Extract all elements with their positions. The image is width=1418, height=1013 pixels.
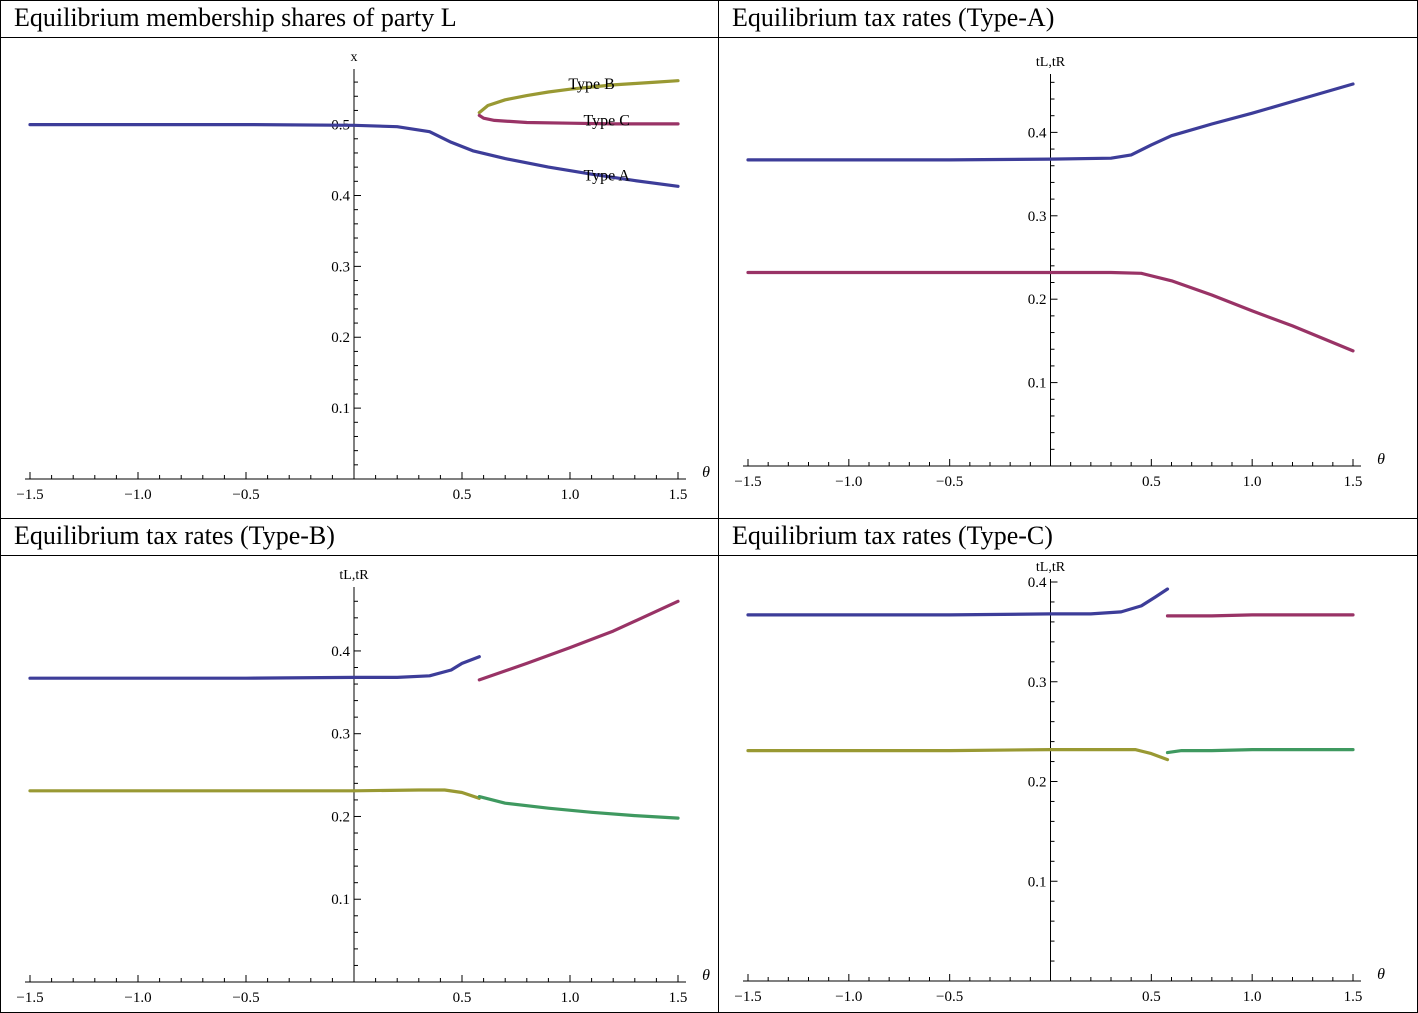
y-axis-label: tL,tR: [339, 568, 369, 583]
panel-tax-type-a: Equilibrium tax rates (Type-A) −1.5 −1.0−…: [718, 0, 1418, 518]
divider-vertical: [718, 0, 719, 1013]
x-tick-label: −1.0: [124, 487, 151, 503]
x-tick-label: −0.5: [936, 989, 963, 1005]
x-tick-label: 1.5: [669, 990, 688, 1006]
plot-area: −1.5 −1.0 −0.5 0.5 1.0 1.5 0.1 0.2 0.3 0.4 tL,tR θ: [718, 39, 1418, 518]
x-axis-label: θ: [702, 967, 710, 984]
x-tick-label: 1.0: [561, 990, 580, 1006]
chart-tax-type-a: −1.5 −1.0 −0.5 0.5 1.0 1.5 0.1 0.2 0.3 0.4 tL,tR θ: [734, 55, 1385, 490]
plot-area: −1.5 −1.0 −0.5 0.5 1.0 1.5 0.1 0.2 0.3 0.4 0.5 x θ Ty…: [0, 39, 718, 518]
series-line-blue: [746, 587, 1170, 617]
y-axis-label: tL,tR: [1036, 560, 1066, 575]
y-tick-label: 0.2: [331, 809, 350, 825]
x-tick-label: 0.5: [453, 487, 472, 503]
x-tick-label: −1.5: [734, 989, 761, 1005]
x-tick-label: −1.5: [16, 990, 43, 1006]
series-annotation: Type B: [568, 76, 614, 93]
series-annotation: Type A: [584, 168, 631, 185]
y-axis-label: x: [351, 50, 358, 65]
x-tick-label: −1.5: [16, 487, 43, 503]
y-tick-label: 0.4: [1028, 575, 1047, 591]
y-tick-label: 0.1: [1028, 874, 1047, 890]
series-line-blue: [28, 122, 680, 188]
y-axis-label: tL,tR: [1036, 55, 1066, 70]
y-tick-label: 0.4: [331, 644, 350, 660]
y-tick-label: 0.1: [1028, 376, 1047, 392]
divider-outer-top: [0, 0, 1418, 1]
plot-area: −1.5 −1.0 −0.5 0.5 1.0 1.5 0.1 0.2 0.3 0.4 tL,tR θ: [718, 557, 1418, 1013]
y-tick-label: 0.3: [331, 727, 350, 743]
series-line-olive: [28, 788, 481, 800]
panel-title: Equilibrium membership shares of party L: [0, 0, 718, 38]
panel-tax-type-b: Equilibrium tax rates (Type-B) −1.5 −1.0−…: [0, 518, 718, 1013]
x-tick-label: −0.5: [936, 474, 963, 490]
x-tick-label: −0.5: [232, 487, 259, 503]
panel-title: Equilibrium tax rates (Type-A): [718, 0, 1418, 38]
divider-horizontal: [0, 518, 1418, 519]
x-tick-label: 1.5: [1344, 989, 1363, 1005]
series-annotation: Type C: [584, 112, 630, 129]
x-tick-label: 0.5: [1142, 989, 1161, 1005]
panel-tax-type-c: Equilibrium tax rates (Type-C) −1.5 −1.0−…: [718, 518, 1418, 1013]
y-tick-label: 0.3: [1028, 675, 1047, 691]
y-tick-label: 0.2: [331, 330, 350, 346]
series-line-magenta: [1165, 613, 1355, 618]
y-tick-label: 0.4: [1028, 125, 1047, 141]
y-tick-label: 0.1: [331, 401, 350, 417]
y-tick-label: 0.4: [331, 188, 350, 204]
x-axis-label: θ: [1377, 451, 1385, 468]
series-line-blue: [746, 82, 1355, 162]
series-line-blue: [28, 655, 481, 680]
series-line-magenta: [477, 113, 680, 126]
x-tick-label: 1.0: [1243, 474, 1262, 490]
series-line-magenta: [477, 599, 680, 682]
panel-title: Equilibrium tax rates (Type-C): [718, 518, 1418, 556]
x-tick-label: 0.5: [1142, 474, 1161, 490]
series-line-olive: [746, 748, 1170, 762]
x-tick-label: 1.0: [561, 487, 580, 503]
panel-title: Equilibrium tax rates (Type-B): [0, 518, 718, 556]
series-line-magenta: [746, 270, 1355, 353]
divider-outer-left: [0, 0, 1, 1013]
y-tick-label: 0.2: [1028, 292, 1047, 308]
x-tick-label: 0.5: [453, 990, 472, 1006]
x-axis-label: θ: [1377, 966, 1385, 983]
x-axis-label: θ: [702, 464, 710, 481]
x-tick-label: −1.0: [124, 990, 151, 1006]
x-tick-label: 1.5: [1344, 474, 1363, 490]
x-tick-label: −0.5: [232, 990, 259, 1006]
y-tick-label: 0.1: [331, 892, 350, 908]
series-line-green: [477, 795, 680, 820]
x-tick-label: −1.0: [835, 474, 862, 490]
series-line-green: [1165, 748, 1355, 755]
y-tick-label: 0.3: [331, 259, 350, 275]
chart-tax-type-b: −1.5 −1.0 −0.5 0.5 1.0 1.5 0.1 0.2 0.3 0.4 tL,tR θ: [16, 568, 710, 1006]
x-tick-label: −1.5: [734, 474, 761, 490]
chart-membership-shares: −1.5 −1.0 −0.5 0.5 1.0 1.50.10.20.30.40.5xθTy…: [16, 50, 710, 503]
plot-area: −1.5 −1.0 −0.5 0.5 1.0 1.5 0.1 0.2 0.3 0.4 tL,tR θ: [0, 557, 718, 1013]
chart-tax-type-c: −1.5 −1.0 −0.5 0.5 1.0 1.5 0.1 0.2 0.3 0.4tL,tR θ: [734, 560, 1385, 1005]
panel-membership-shares: Equilibrium membership shares of party L…: [0, 0, 718, 518]
y-tick-label: 0.3: [1028, 209, 1047, 225]
y-tick-label: 0.2: [1028, 775, 1047, 791]
x-tick-label: 1.5: [669, 487, 688, 503]
series-line-olive: [477, 79, 680, 115]
x-tick-label: 1.0: [1243, 989, 1262, 1005]
x-tick-label: −1.0: [835, 989, 862, 1005]
